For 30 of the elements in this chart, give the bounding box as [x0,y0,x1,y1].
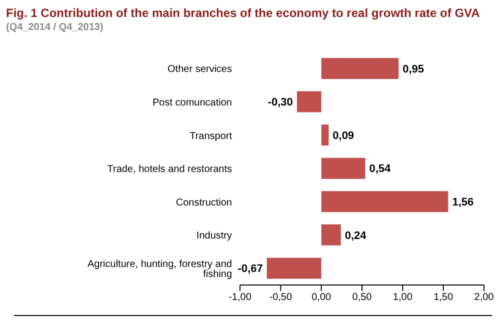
data-label: 0,95 [402,63,424,76]
x-tick-label: 0,00 [312,292,332,304]
bar [266,258,322,279]
data-label: 1,56 [452,196,474,208]
text: (Q4_2014 / Q4_2013) [6,22,104,33]
bar [321,58,399,79]
x-tick-label: 1,50 [434,292,454,304]
x-tick-label: 1,00 [392,292,413,304]
chart-title: Fig. 1 Contribution of the main branches of the economy to real growth rate of GVA [6,6,480,20]
bar [321,158,366,179]
y-tick-label: Agriculture, hunting, forestry and fishing [87,258,232,280]
y-tick-label: Construction [176,197,232,208]
x-tick-label: -0,50 [269,292,292,304]
y-tick-label: Trade, hotels and restorants [107,164,232,176]
data-label: 0,24 [344,230,368,242]
bar [321,224,341,246]
data-label: 0,54 [369,163,392,176]
y-tick-label: Other services [168,64,232,76]
bar [321,124,329,146]
bar [296,91,322,112]
data-label: -0,30 [268,96,293,109]
y-tick-label: Industry [196,230,232,242]
data-label: 0,09 [332,130,354,142]
y-tick-label: Transport [190,130,232,142]
y-tick-label: Post comuncation [152,97,232,108]
data-label: -0,67 [238,263,263,276]
x-tick-label: 2,00 [474,292,494,304]
x-tick-label: -1,00 [228,292,252,304]
x-tick-label: 0,50 [352,292,372,304]
bar [321,191,448,212]
